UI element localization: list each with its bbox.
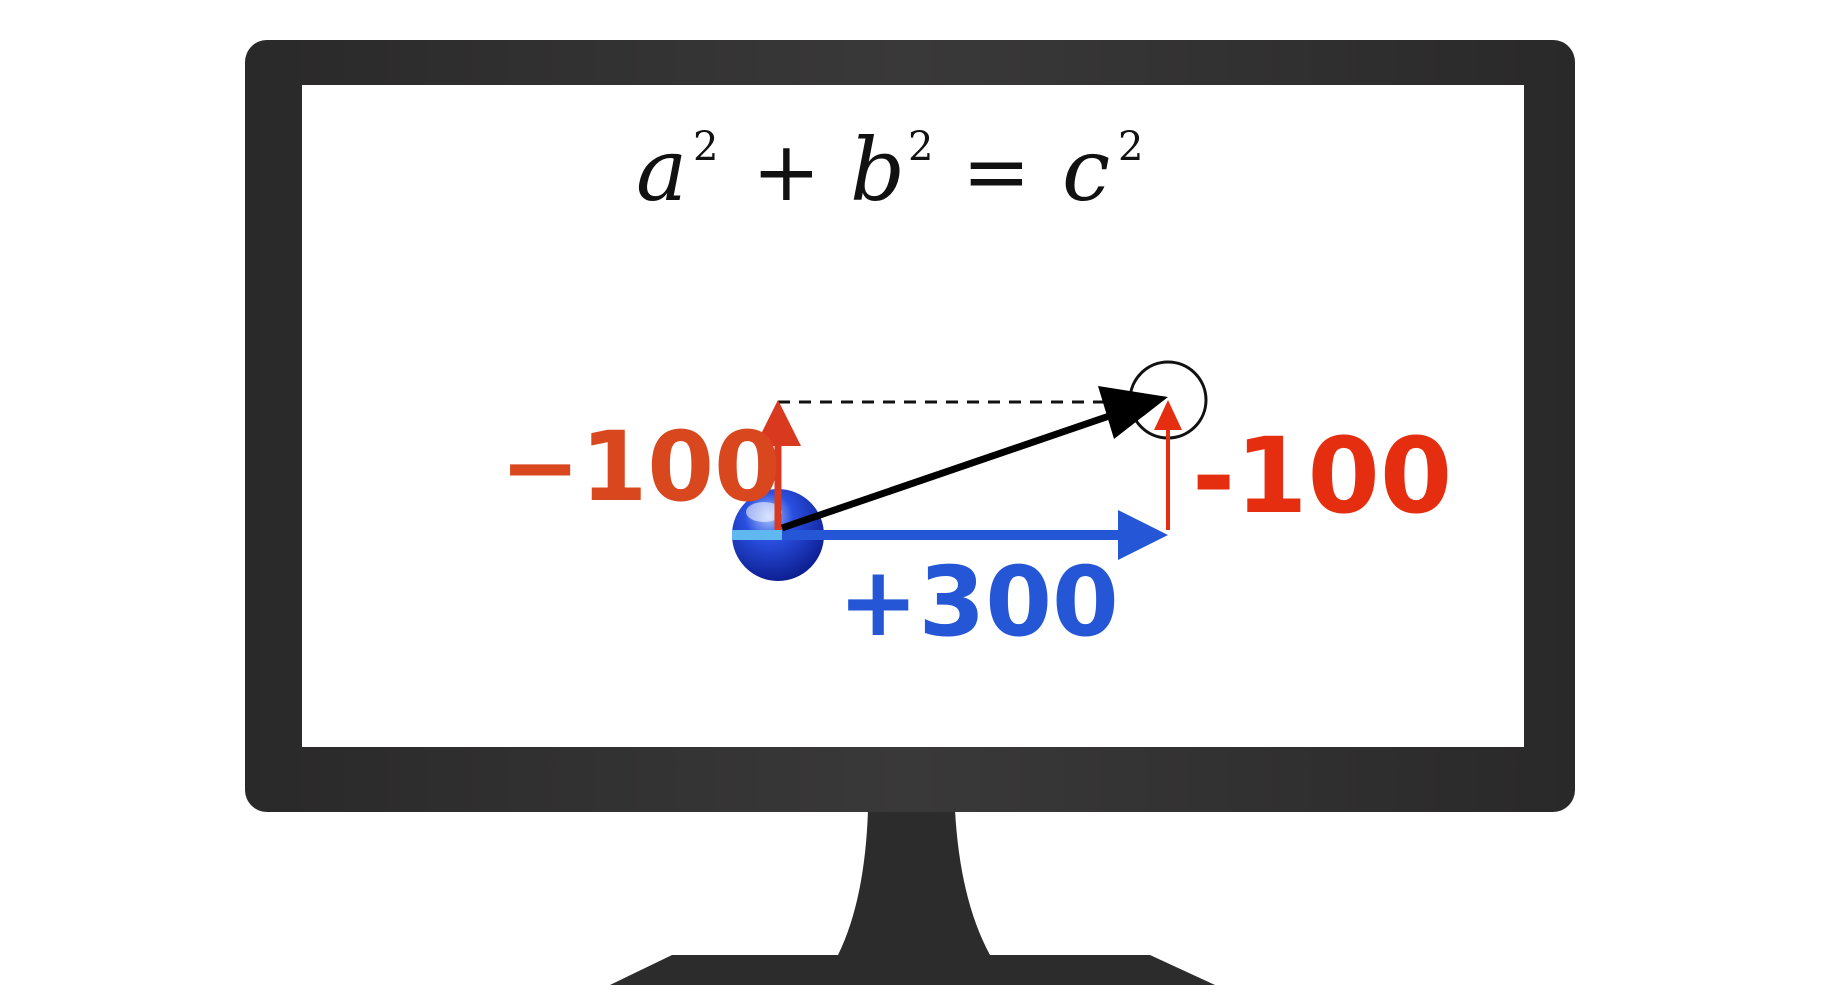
resultant-arrow-head bbox=[1098, 386, 1168, 439]
pythagorean-equation: a 2 + b 2 = c 2 bbox=[636, 121, 1143, 221]
equation-a: a bbox=[636, 121, 687, 221]
equation-equals: = bbox=[962, 125, 1031, 220]
equation-plus: + bbox=[752, 125, 821, 220]
x-arrow-head bbox=[1118, 510, 1168, 560]
end-dy-label: -100 bbox=[1192, 415, 1452, 537]
equation-c: c bbox=[1062, 121, 1110, 221]
equation-b: b bbox=[850, 121, 905, 221]
equation-sup-b: 2 bbox=[908, 124, 933, 170]
start-y-arrow-head bbox=[755, 400, 801, 446]
resultant-arrow-shaft bbox=[780, 409, 1120, 532]
monitor-screen bbox=[302, 85, 1524, 747]
ball-highlight bbox=[746, 502, 782, 522]
monitor-stand-neck bbox=[838, 810, 990, 955]
start-dy-label: −100 bbox=[500, 411, 781, 523]
equation-sup-a: 2 bbox=[693, 124, 718, 170]
equation-sup-c: 2 bbox=[1118, 124, 1143, 170]
dx-label: +300 bbox=[838, 546, 1119, 658]
monitor-stand-base bbox=[610, 955, 1215, 985]
end-y-arrow-head bbox=[1154, 400, 1182, 430]
